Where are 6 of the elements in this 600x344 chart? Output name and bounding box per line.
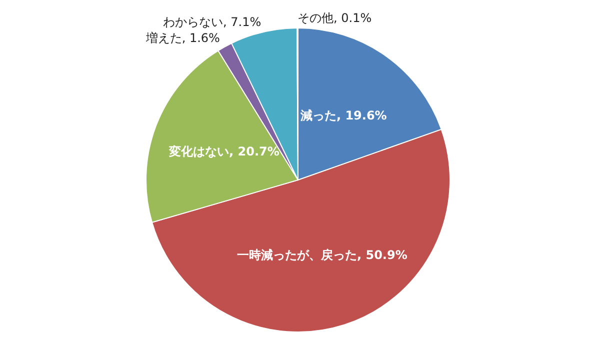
slice-label: 増えた, 1.6%: [144, 31, 220, 46]
slice-label: 一時減ったが、戻った, 50.9%: [237, 248, 408, 262]
slice-label: わからない, 7.1%: [163, 15, 262, 30]
slice-label: 変化はない, 20.7%: [168, 144, 280, 159]
slice-label: その他, 0.1%: [297, 11, 372, 25]
slice-label: 減った, 19.6%: [299, 108, 387, 122]
